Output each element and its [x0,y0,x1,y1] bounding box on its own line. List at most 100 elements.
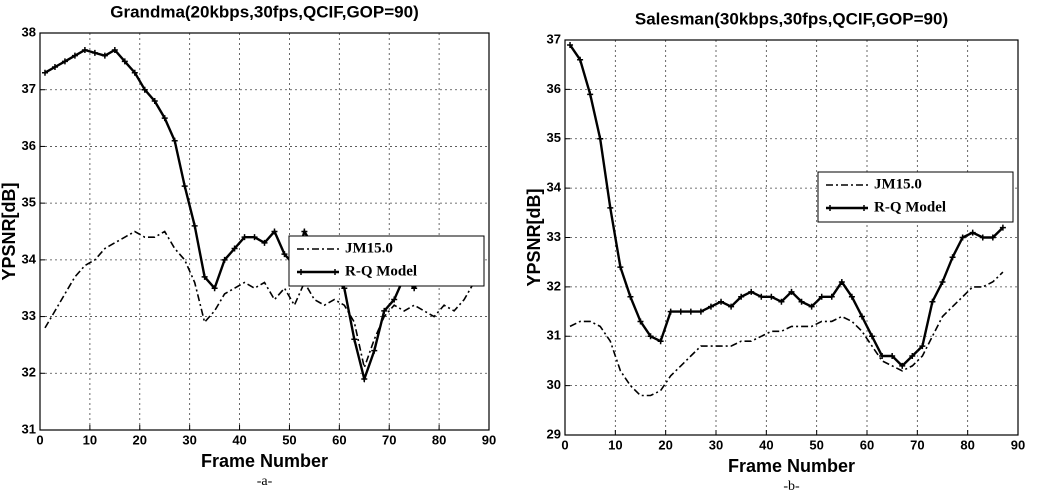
data-point [181,183,188,190]
data-point [281,251,288,258]
data-point [587,91,594,98]
data-point [687,308,694,315]
chart: 0 10 20 30 40 50 60 70 80 90 31 32 33 34 35 36 37 38 JM15.… [0,2,496,489]
data-point [567,41,574,48]
y-axis-label: YPSNR[dB] [524,189,544,287]
x-axis-label: Frame Number [728,456,855,476]
data-point [858,313,865,320]
x-tick-label: 90 [1011,437,1025,452]
plot-frame [39,32,490,431]
data-point [999,224,1006,231]
data-point [758,293,765,300]
data-point [141,86,148,93]
data-point [607,204,614,211]
legend-marker [298,269,304,275]
legend-marker [861,205,867,211]
y-tick-label: 33 [22,308,36,323]
y-tick-label: 35 [547,130,561,145]
legend-marker [332,269,338,275]
data-line [569,44,1004,368]
y-tick-label: 30 [547,377,561,392]
y-axis-label: YPSNR[dB] [0,183,19,281]
chart: 0 10 20 30 40 50 60 70 80 90 29 30 31 32 33 34 35 36 37 JM1… [524,9,1025,494]
x-tick-label: 0 [36,432,43,447]
data-point [41,69,48,76]
data-point [828,293,835,300]
data-point [101,52,108,59]
data-point [381,307,388,314]
y-tick-label: 32 [22,365,36,380]
data-point [577,56,584,63]
data-point [838,278,845,285]
y-tick-label: 36 [547,81,561,96]
x-tick-label: 10 [608,437,622,452]
data-point [371,347,378,354]
data-point [738,293,745,300]
legend-label: JM15.0 [874,176,922,192]
x-tick-label: 90 [482,432,496,447]
x-tick-label: 40 [232,432,246,447]
data-point [778,298,785,305]
data-point [361,375,368,382]
data-point [637,318,644,325]
x-tick-label: 50 [282,432,296,447]
y-tick-label: 29 [547,426,561,441]
data-point [61,58,68,65]
data-point [211,285,218,292]
data-point [939,278,946,285]
y-tick-label: 36 [22,138,36,153]
x-tick-label: 80 [960,437,974,452]
x-tick-label: 30 [709,437,723,452]
legend-label: JM15.0 [345,240,393,256]
data-point [798,298,805,305]
data-point [617,264,624,271]
data-point [768,293,775,300]
chart-title: Grandma(20kbps,30fps,QCIF,GOP=90) [110,2,418,21]
data-point [677,308,684,315]
data-point [979,234,986,241]
data-point [969,229,976,236]
data-point [718,298,725,305]
data-point [808,303,815,310]
x-tick-label: 60 [332,432,346,447]
x-tick-label: 80 [432,432,446,447]
plot-area [40,33,489,430]
data-point [91,49,98,56]
data-point [391,296,398,303]
data-point [261,239,268,246]
data-point [231,245,238,252]
x-axis-label: Frame Number [201,451,328,471]
data-point [171,137,178,144]
x-tick-label: 70 [910,437,924,452]
data-point [879,353,886,359]
data-point [949,254,956,261]
data-point [121,58,128,65]
legend-label: R-Q Model [874,199,946,215]
data-point [151,98,158,105]
y-tick-label: 35 [22,195,36,210]
x-tick-label: 30 [182,432,196,447]
data-point [667,308,674,315]
data-point [818,293,825,300]
data-point [647,333,654,340]
data-point [899,362,906,369]
legend-box [288,235,485,287]
y-tick-label: 31 [22,421,36,436]
legend-box [817,171,1014,223]
data-point [929,298,936,305]
data-point [111,47,118,54]
data-point [869,333,876,340]
x-tick-label: 10 [83,432,97,447]
plot-frame [564,39,1019,436]
data-point [697,308,704,315]
data-point [919,343,926,350]
data-point [657,338,664,345]
data-point [909,353,916,359]
data-point [191,222,198,229]
x-tick-label: 40 [759,437,773,452]
legend-marker [827,205,833,211]
data-point [788,288,795,295]
chart-title: Salesman(30kbps,30fps,QCIF,GOP=90) [635,9,948,28]
